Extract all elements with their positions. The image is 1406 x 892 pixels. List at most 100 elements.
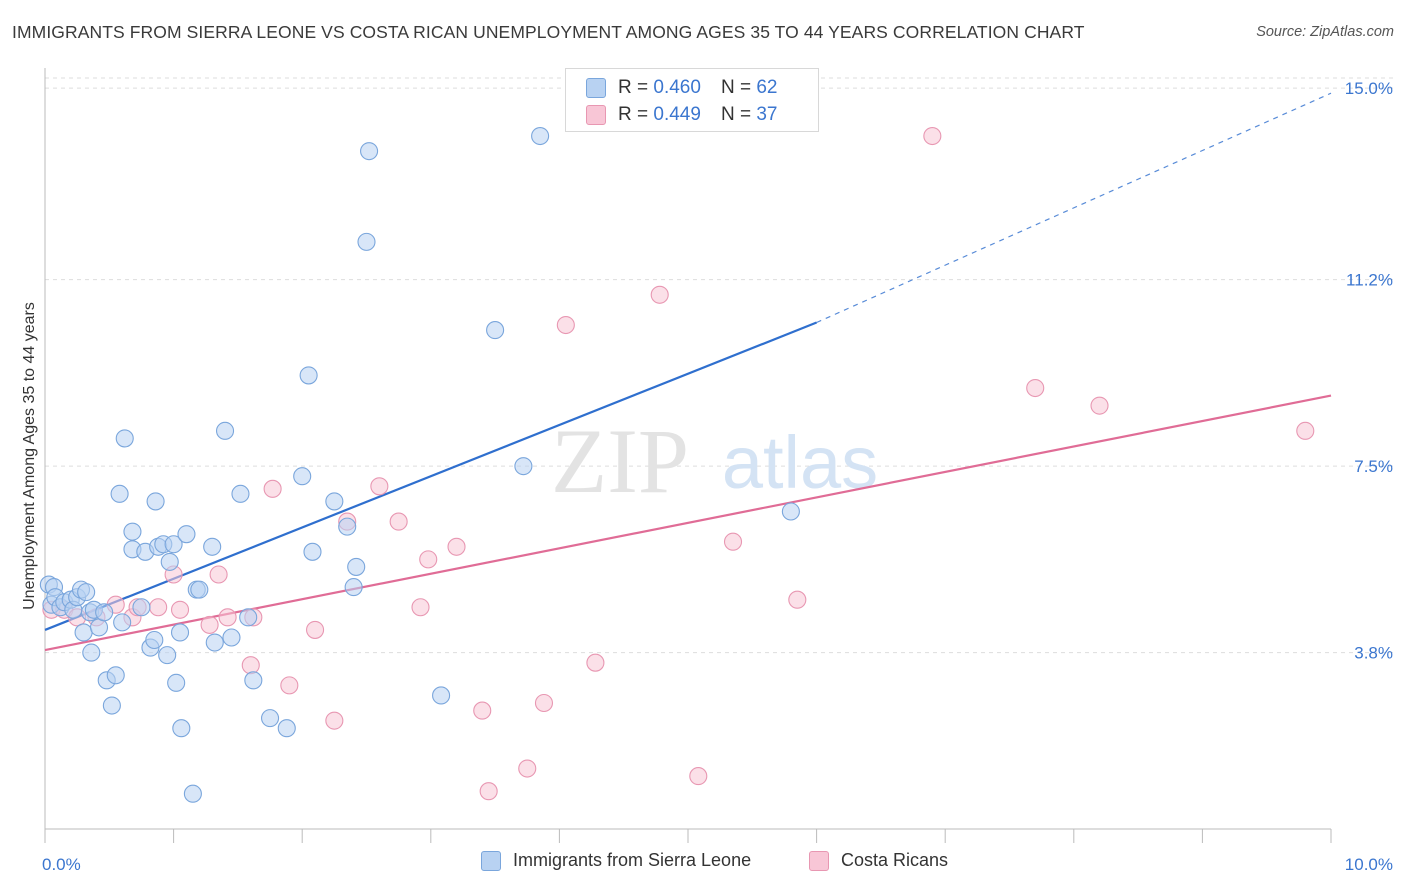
point-costa-ricans [280,676,299,695]
point-sierra-leone [158,646,177,665]
y-axis-title: Unemployment Among Ages 35 to 44 years [21,302,38,610]
point-sierra-leone [303,542,322,561]
point-costa-ricans [689,767,708,786]
chart-title: IMMIGRANTS FROM SIERRA LEONE VS COSTA RI… [12,22,1085,42]
point-costa-ricans [263,479,282,498]
legend-r-value: 0.449 [653,104,701,125]
point-costa-ricans [218,608,237,627]
point-sierra-leone [183,784,202,803]
point-sierra-leone [102,696,121,715]
point-sierra-leone [239,608,258,627]
point-sierra-leone [82,643,101,662]
series-legend: Immigrants from Sierra Leone Costa Rican… [0,850,1406,878]
trendline-sierra-leone-projection [816,92,1332,324]
trendline-sierra-leone [44,321,818,631]
y-tick-label: 15.0% [1345,79,1393,98]
point-costa-ricans [1090,396,1109,415]
point-costa-ricans [479,782,498,801]
point-costa-ricans [534,693,554,713]
legend-r-label: R = [618,104,649,125]
point-costa-ricans [586,653,605,672]
point-costa-ricans [200,615,219,634]
point-sierra-leone [164,535,183,554]
point-sierra-leone [167,673,186,692]
point-sierra-leone [203,537,222,556]
point-costa-ricans [923,126,942,146]
point-costa-ricans [473,701,492,720]
legend-item-costa-ricans: Costa Ricans [809,850,948,871]
point-costa-ricans [1296,421,1315,440]
point-costa-ricans [518,759,537,778]
point-costa-ricans [149,598,168,617]
point-costa-ricans [556,315,575,335]
point-sierra-leone [325,492,344,511]
point-sierra-leone [293,467,312,486]
legend-r-value: 0.460 [653,77,701,98]
point-sierra-leone [215,421,235,440]
data-points [39,126,1315,803]
point-sierra-leone [106,666,125,685]
point-sierra-leone [170,623,190,642]
point-sierra-leone [89,618,109,637]
source-label: Source: ZipAtlas.com [1256,24,1394,40]
point-costa-ricans [389,512,408,531]
point-sierra-leone [205,633,224,652]
point-sierra-leone [514,457,533,476]
point-sierra-leone [338,517,357,536]
point-sierra-leone [172,719,191,738]
point-sierra-leone [299,366,318,385]
legend-item-sierra-leone: Immigrants from Sierra Leone [481,850,751,871]
point-sierra-leone [260,709,280,728]
point-sierra-leone [432,686,451,705]
watermark-atlas: atlas [722,421,878,504]
point-sierra-leone [486,321,505,340]
point-sierra-leone [357,232,376,251]
y-tick-labels: 3.8% 7.5% 11.2% 15.0% [1345,79,1393,662]
y-tick-label: 7.5% [1354,457,1393,476]
point-sierra-leone [160,552,179,571]
axes [44,68,1332,843]
point-sierra-leone [244,671,263,690]
legend-n-value: 37 [756,104,778,125]
point-sierra-leone [190,580,209,599]
point-sierra-leone [360,142,379,161]
point-sierra-leone [115,429,134,448]
legend-n-label: N = [720,104,752,125]
x-tick-label: 10.0% [1345,855,1393,874]
point-sierra-leone [74,623,93,642]
point-costa-ricans [788,590,807,609]
point-sierra-leone [531,126,550,146]
legend-label-costa-ricans: Costa Ricans [841,850,949,870]
point-sierra-leone [77,583,96,602]
point-sierra-leone [177,525,196,544]
point-sierra-leone [146,492,165,511]
point-costa-ricans [650,285,669,304]
point-sierra-leone [222,628,241,647]
point-sierra-leone [231,484,250,503]
point-costa-ricans [370,477,389,496]
point-costa-ricans [209,565,228,584]
watermark-zip: ZIP [551,410,689,512]
point-costa-ricans [170,600,190,619]
point-sierra-leone [145,630,164,650]
point-costa-ricans [447,537,466,556]
point-sierra-leone [344,578,363,597]
legend-row-sierra-leone: R = 0.460 N = 62 [566,75,777,101]
x-tick-label: 0.0% [42,855,81,874]
y-tick-label: 11.2% [1346,271,1393,290]
point-sierra-leone [95,603,114,622]
point-sierra-leone [781,502,800,521]
legend-r-label: R = [618,77,649,98]
point-sierra-leone [347,557,366,576]
point-costa-ricans [306,620,325,639]
legend-n-value: 62 [756,77,778,98]
legend-label-sierra-leone: Immigrants from Sierra Leone [513,850,752,870]
trendline-costa-ricans [44,394,1332,652]
trend-lines [44,92,1332,652]
grid-lines [45,77,1394,654]
point-costa-ricans [411,598,430,617]
legend-n-label: N = [720,77,752,98]
point-costa-ricans [723,532,743,551]
point-sierra-leone [123,522,142,541]
point-sierra-leone [113,613,132,632]
